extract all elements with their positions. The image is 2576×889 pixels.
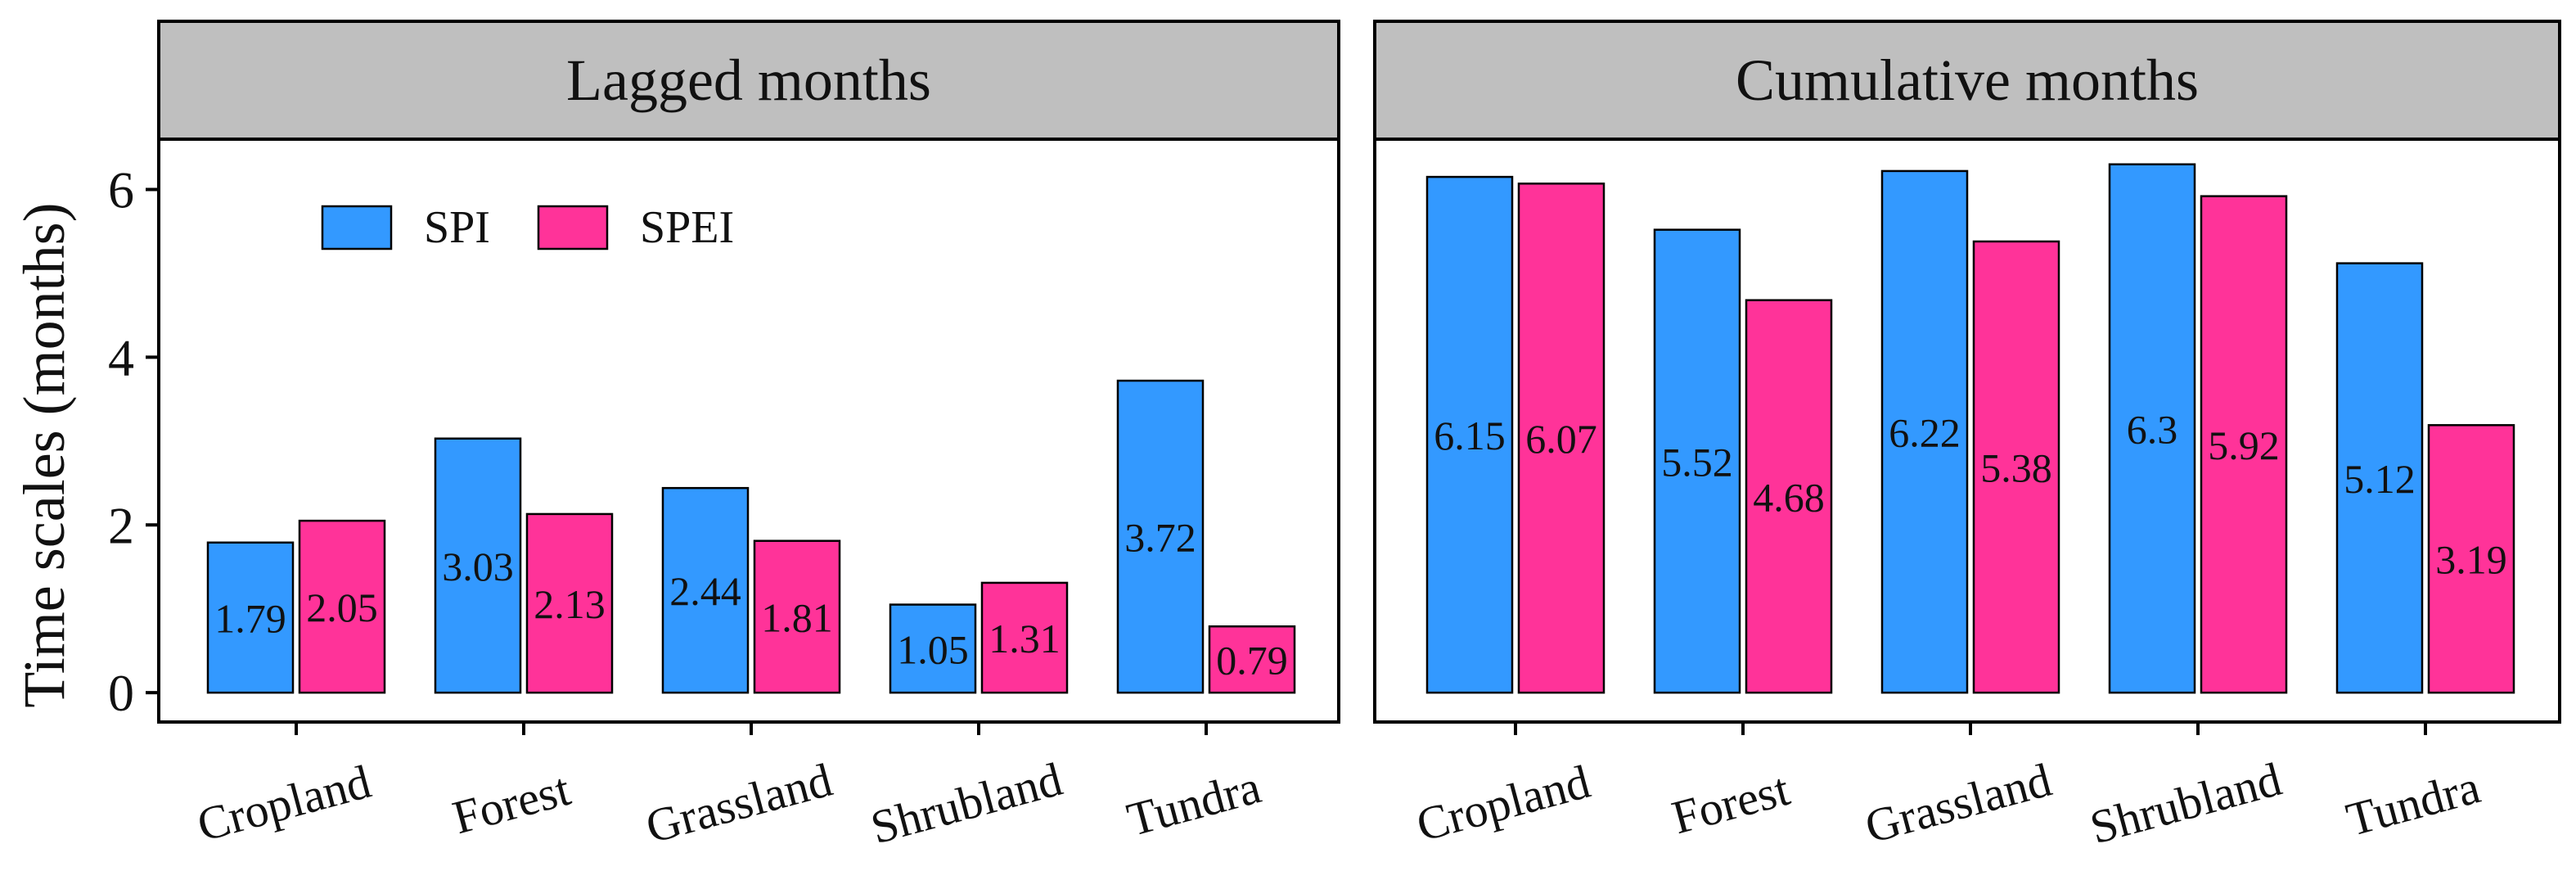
legend-label-spi: SPI <box>424 202 490 253</box>
x-tick-label-cropland: Cropland <box>1411 755 1595 852</box>
data-label-spei-cropland: 2.05 <box>306 584 378 630</box>
data-label-spei-grassland: 1.81 <box>761 594 833 640</box>
data-label-spi-shrubland: 6.3 <box>2127 406 2178 452</box>
x-tick-label-forest: Forest <box>1667 762 1795 844</box>
bar-spei-shrubland <box>2200 195 2288 694</box>
bar-spi-shrubland <box>2108 163 2196 694</box>
data-label-spei-tundra: 3.19 <box>2435 537 2507 583</box>
panel-lagged: Lagged months 1.79 2.05 Cropland 3.03 2.13 For… <box>11 20 1340 854</box>
legend-label-spei: SPEI <box>640 202 734 253</box>
data-label-spi-cropland: 1.79 <box>214 595 286 641</box>
facet-title: Lagged months <box>566 47 931 113</box>
bar-spei-cropland <box>1517 183 1605 694</box>
plot-frame <box>157 138 1340 724</box>
bar-spei-forest <box>525 512 614 694</box>
y-tick-label: 0 <box>108 664 134 722</box>
bar-spei-shrubland <box>980 581 1069 694</box>
bar-spi-grassland <box>661 486 750 694</box>
x-tick-label-cropland: Cropland <box>191 755 376 852</box>
x-tick-label-shrubland: Shrubland <box>2084 752 2286 854</box>
bar-spei-grassland <box>753 539 841 694</box>
data-label-spei-forest: 2.13 <box>534 581 606 627</box>
bar-spei-cropland <box>298 519 386 694</box>
x-tick-label-tundra: Tundra <box>1122 760 1267 846</box>
data-label-spei-tundra: 0.79 <box>1216 638 1288 684</box>
y-tick-label: 2 <box>108 496 134 554</box>
data-label-spi-cropland: 6.15 <box>1434 413 1506 458</box>
data-label-spi-grassland: 2.44 <box>669 568 741 614</box>
data-label-spi-shrubland: 1.05 <box>897 626 969 672</box>
x-tick-label-grassland: Grassland <box>641 753 838 854</box>
y-axis-title: Time scales (months) <box>11 202 77 707</box>
data-label-spi-tundra: 5.12 <box>2344 456 2416 502</box>
bar-spi-tundra <box>1116 379 1205 694</box>
bar-spei-tundra <box>1208 625 1296 694</box>
bar-spi-tundra <box>2335 262 2424 694</box>
x-tick-label-shrubland: Shrubland <box>865 752 1067 854</box>
x-tick-label-forest: Forest <box>448 762 576 844</box>
bar-spei-tundra <box>2427 424 2515 694</box>
data-label-spei-forest: 4.68 <box>1753 474 1825 520</box>
data-label-spi-forest: 3.03 <box>442 544 514 589</box>
bar-spei-forest <box>1745 299 1833 694</box>
facet-title: Cumulative months <box>1736 47 2199 113</box>
data-label-spei-cropland: 6.07 <box>1525 416 1597 462</box>
x-tick-label-grassland: Grassland <box>1860 753 2057 854</box>
y-tick-label: 4 <box>108 328 134 386</box>
panel-cumulative: Cumulative months 6.15 6.07 Cropland 5.52 4.6… <box>1373 20 2561 854</box>
legend-key-spei <box>537 205 609 250</box>
bar-spi-forest <box>434 437 522 694</box>
bar-spi-cropland <box>1425 175 1514 694</box>
data-label-spi-grassland: 6.22 <box>1889 410 1961 456</box>
data-label-spei-shrubland: 5.92 <box>2208 422 2280 468</box>
data-label-spi-tundra: 3.72 <box>1124 515 1196 561</box>
facet-strip <box>157 20 1340 141</box>
bar-spi-shrubland <box>889 603 977 694</box>
facet-strip <box>1373 20 2561 141</box>
legend: SPI SPEI <box>321 202 734 253</box>
data-label-spi-forest: 5.52 <box>1661 439 1733 485</box>
bar-spi-grassland <box>1880 169 1969 694</box>
legend-key-spi <box>321 205 393 250</box>
plot-frame <box>1373 138 2561 724</box>
bar-spei-grassland <box>1972 240 2060 694</box>
x-tick-label-tundra: Tundra <box>2341 760 2486 846</box>
bar-spi-forest <box>1653 228 1741 694</box>
bar-spi-cropland <box>206 541 295 694</box>
y-tick-label: 6 <box>108 160 134 219</box>
data-label-spei-shrubland: 1.31 <box>989 616 1061 661</box>
data-label-spei-grassland: 5.38 <box>1980 445 2052 491</box>
